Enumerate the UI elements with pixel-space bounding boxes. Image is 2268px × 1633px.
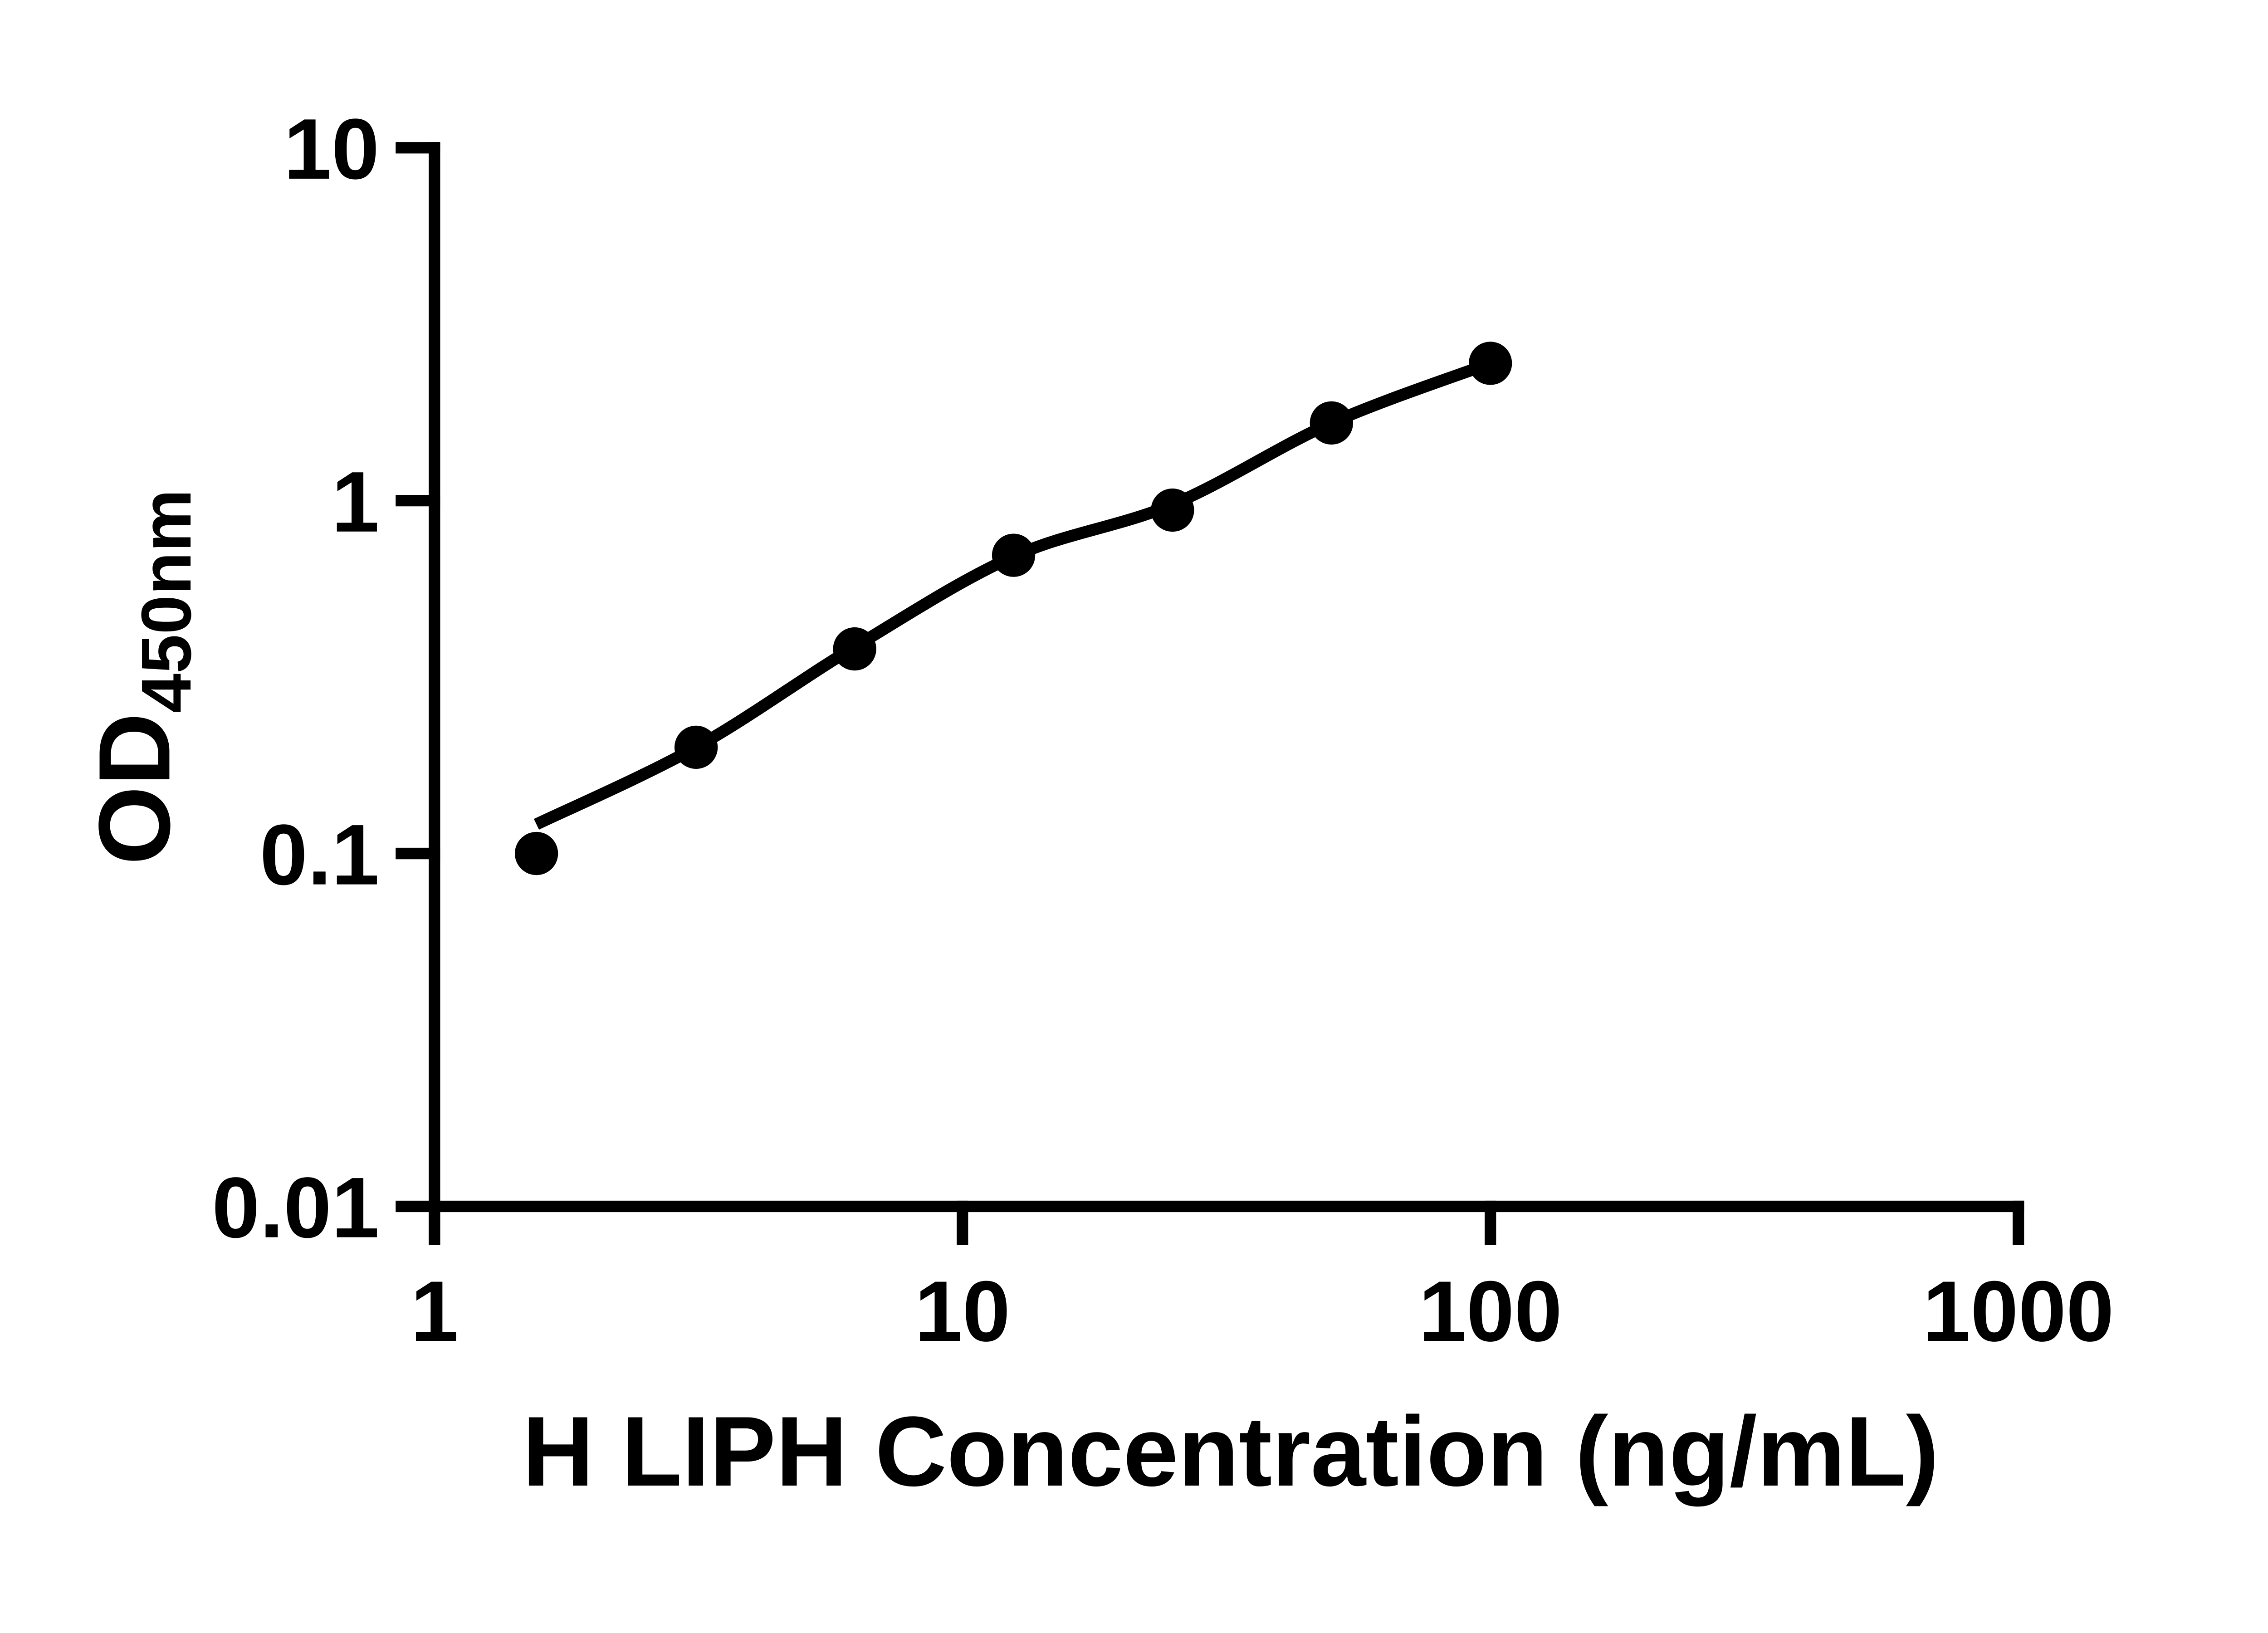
x-axis-title: H LIPH Concentration (ng/mL): [522, 1396, 1939, 1507]
axes-spines: [429, 142, 2024, 1246]
y-tick-label: 10: [284, 101, 379, 197]
data-point: [514, 831, 558, 875]
y-axis-title: OD450nm: [78, 489, 205, 865]
data-point: [1469, 342, 1512, 385]
y-axis-title-main: OD: [78, 713, 191, 865]
x-axis-tick-labels: 1 10 100 1000: [411, 1263, 2114, 1359]
y-tick-label: 0.1: [260, 807, 380, 903]
data-point: [1310, 401, 1353, 445]
x-tick-label: 1: [411, 1263, 458, 1359]
y-axis-title-subscript: 450nm: [127, 489, 205, 713]
data-point: [1151, 488, 1194, 532]
y-tick-label: 1: [332, 454, 379, 550]
data-points: [514, 342, 1512, 875]
x-axis-ticks: [429, 1200, 2024, 1246]
x-tick-label: 1000: [1923, 1263, 2114, 1359]
y-axis-tick-labels: 10 1 0.1 0.01: [212, 101, 379, 1256]
elisa-standard-curve-chart: 10 1 0.1 0.01 1 10 100 1000 H LIPH Concentrati…: [78, 101, 2114, 1507]
figure: 10 1 0.1 0.01 1 10 100 1000 H LIPH Concentrati…: [78, 101, 2114, 1507]
data-point: [992, 533, 1036, 577]
x-tick-label: 100: [1419, 1263, 1562, 1359]
data-point: [833, 627, 876, 671]
plot-area: [514, 342, 1512, 875]
x-tick-label: 10: [914, 1263, 1010, 1359]
data-point: [674, 725, 718, 769]
y-tick-label: 0.01: [212, 1160, 379, 1256]
